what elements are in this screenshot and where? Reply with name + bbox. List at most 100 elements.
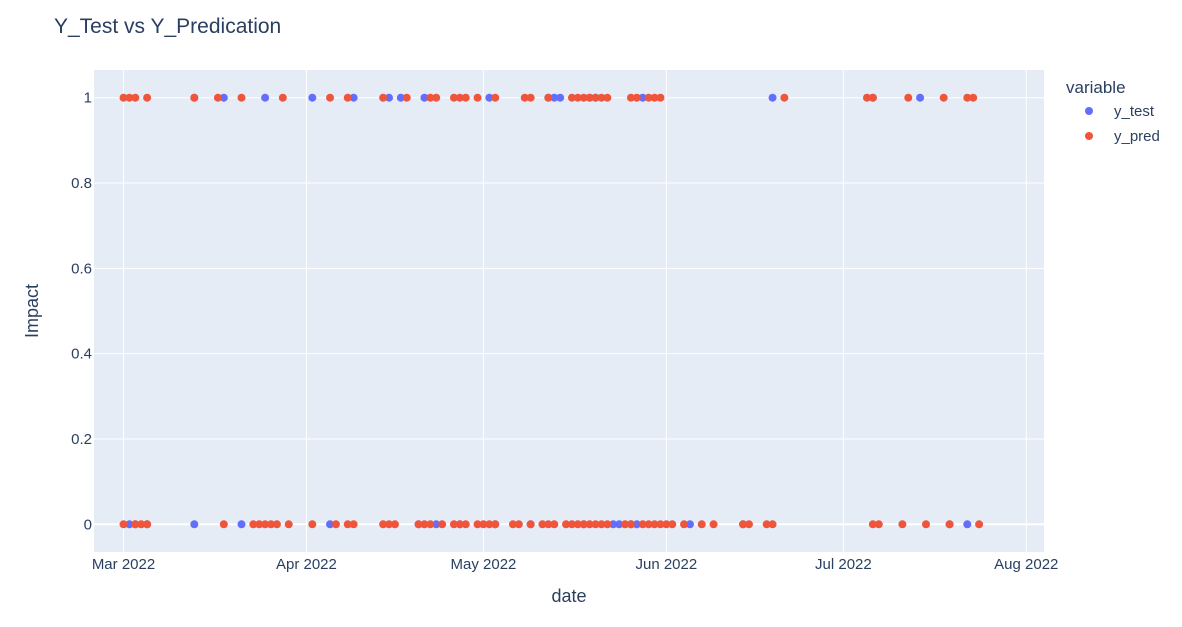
data-point[interactable] xyxy=(739,520,748,529)
data-point[interactable] xyxy=(143,93,152,102)
data-point[interactable] xyxy=(308,520,317,529)
data-point[interactable] xyxy=(680,520,689,529)
data-point[interactable] xyxy=(343,520,352,529)
data-point[interactable] xyxy=(455,520,464,529)
data-point[interactable] xyxy=(567,520,576,529)
data-point[interactable] xyxy=(632,93,641,102)
data-point[interactable] xyxy=(591,520,600,529)
data-point[interactable] xyxy=(597,93,606,102)
data-point[interactable] xyxy=(579,520,588,529)
data-point[interactable] xyxy=(544,520,553,529)
data-point[interactable] xyxy=(550,520,559,529)
data-point[interactable] xyxy=(414,520,423,529)
data-point[interactable] xyxy=(603,93,612,102)
data-point[interactable] xyxy=(402,93,411,102)
data-point[interactable] xyxy=(219,93,228,102)
data-point[interactable] xyxy=(526,93,535,102)
data-point[interactable] xyxy=(615,520,624,529)
data-point[interactable] xyxy=(119,93,128,102)
data-point[interactable] xyxy=(349,520,358,529)
data-point[interactable] xyxy=(573,93,582,102)
data-point[interactable] xyxy=(556,93,565,102)
data-point[interactable] xyxy=(697,520,706,529)
data-point[interactable] xyxy=(426,520,435,529)
data-point[interactable] xyxy=(131,520,140,529)
data-point[interactable] xyxy=(638,520,647,529)
data-point[interactable] xyxy=(438,520,447,529)
data-point[interactable] xyxy=(668,520,677,529)
data-point[interactable] xyxy=(119,520,128,529)
data-point[interactable] xyxy=(326,93,335,102)
data-point[interactable] xyxy=(461,93,470,102)
data-point[interactable] xyxy=(945,520,954,529)
data-point[interactable] xyxy=(650,520,659,529)
data-point[interactable] xyxy=(219,520,228,529)
legend-item-y-test[interactable]: y_test xyxy=(1085,103,1155,120)
data-point[interactable] xyxy=(190,520,199,529)
data-point[interactable] xyxy=(963,93,972,102)
data-point[interactable] xyxy=(597,520,606,529)
data-point[interactable] xyxy=(969,93,978,102)
data-point[interactable] xyxy=(420,93,429,102)
data-point[interactable] xyxy=(921,520,930,529)
data-point[interactable] xyxy=(449,520,458,529)
data-point[interactable] xyxy=(550,93,559,102)
data-point[interactable] xyxy=(473,520,482,529)
data-point[interactable] xyxy=(237,93,246,102)
data-point[interactable] xyxy=(591,93,600,102)
data-point[interactable] xyxy=(744,520,753,529)
data-point[interactable] xyxy=(862,93,871,102)
data-point[interactable] xyxy=(609,520,618,529)
data-point[interactable] xyxy=(538,520,547,529)
data-point[interactable] xyxy=(709,520,718,529)
data-point[interactable] xyxy=(508,520,517,529)
legend[interactable]: variable y_test y_pred xyxy=(1066,78,1160,145)
data-point[interactable] xyxy=(385,93,394,102)
data-point[interactable] xyxy=(626,93,635,102)
data-point[interactable] xyxy=(579,93,588,102)
data-point[interactable] xyxy=(449,93,458,102)
data-point[interactable] xyxy=(213,93,222,102)
data-point[interactable] xyxy=(426,93,435,102)
data-point[interactable] xyxy=(479,520,488,529)
data-point[interactable] xyxy=(514,520,523,529)
data-point[interactable] xyxy=(904,93,913,102)
data-point[interactable] xyxy=(573,520,582,529)
data-point[interactable] xyxy=(520,93,529,102)
data-point[interactable] xyxy=(308,93,317,102)
data-point[interactable] xyxy=(385,520,394,529)
data-point[interactable] xyxy=(632,520,641,529)
data-point[interactable] xyxy=(125,93,134,102)
data-point[interactable] xyxy=(261,520,270,529)
data-point[interactable] xyxy=(255,520,264,529)
data-point[interactable] xyxy=(284,520,293,529)
data-point[interactable] xyxy=(432,520,441,529)
data-point[interactable] xyxy=(762,520,771,529)
data-point[interactable] xyxy=(379,520,388,529)
data-point[interactable] xyxy=(656,520,665,529)
data-point[interactable] xyxy=(963,520,972,529)
data-point[interactable] xyxy=(491,520,500,529)
data-point[interactable] xyxy=(267,520,276,529)
data-point[interactable] xyxy=(455,93,464,102)
data-point[interactable] xyxy=(143,520,152,529)
data-point[interactable] xyxy=(650,93,659,102)
data-point[interactable] xyxy=(272,520,281,529)
data-point[interactable] xyxy=(768,520,777,529)
data-point[interactable] xyxy=(125,520,134,529)
data-point[interactable] xyxy=(485,93,494,102)
data-point[interactable] xyxy=(868,93,877,102)
data-point[interactable] xyxy=(780,93,789,102)
data-point[interactable] xyxy=(603,520,612,529)
data-point[interactable] xyxy=(585,93,594,102)
data-point[interactable] xyxy=(644,520,653,529)
data-point[interactable] xyxy=(975,520,984,529)
data-point[interactable] xyxy=(526,520,535,529)
data-point[interactable] xyxy=(461,520,470,529)
legend-item-y-pred[interactable]: y_pred xyxy=(1085,128,1160,145)
data-point[interactable] xyxy=(326,520,335,529)
data-point[interactable] xyxy=(278,93,287,102)
data-point[interactable] xyxy=(237,520,246,529)
data-point[interactable] xyxy=(491,93,500,102)
data-point[interactable] xyxy=(868,520,877,529)
